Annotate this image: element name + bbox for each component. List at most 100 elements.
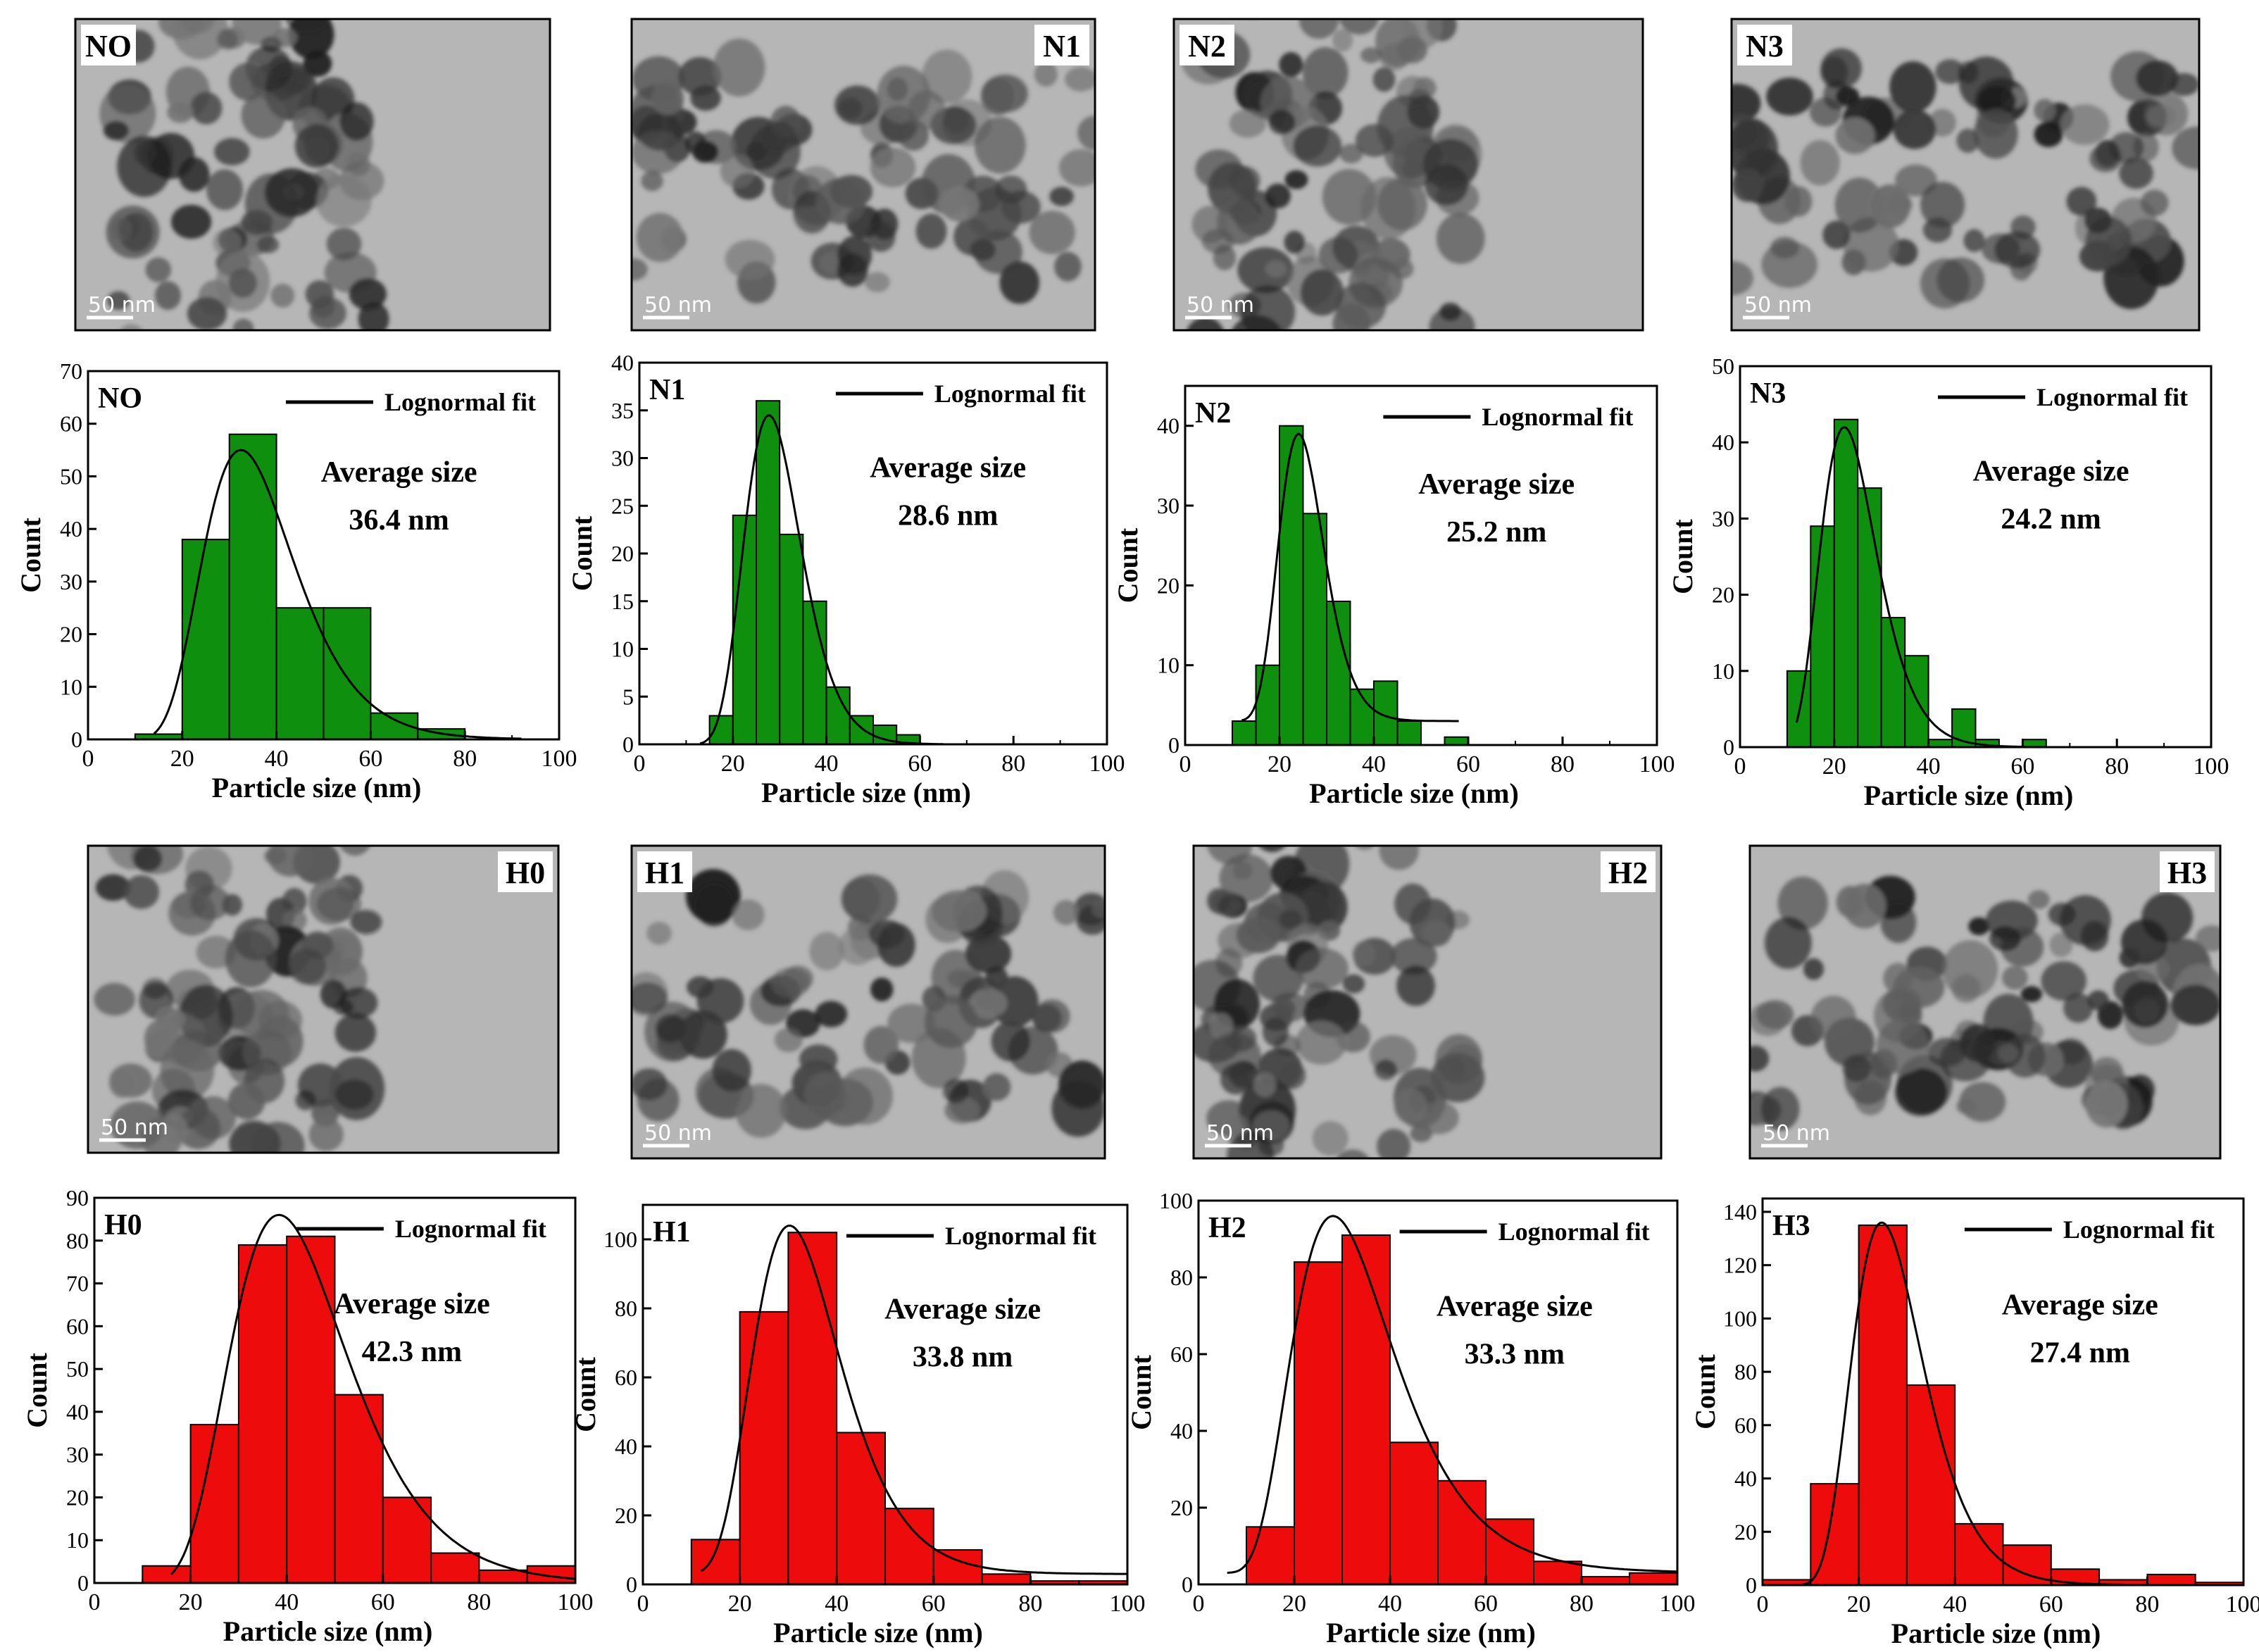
histogram-bar [1533,1560,1582,1586]
tem-image-n1: N1 50 nm [630,18,1096,332]
y-tick-label: 20 [60,622,82,647]
tem-particle [339,846,371,856]
histogram-bar [1581,1576,1630,1586]
histogram-bar [779,533,804,746]
tem-particle [1220,1063,1252,1095]
tem-particle [1869,184,1910,228]
histogram-bar [2146,1573,2196,1586]
tem-particle [123,875,160,909]
tem-particle [2063,993,2094,1023]
tem-particle [1989,926,2021,951]
y-tick-label: 25 [611,493,634,518]
x-tick-label: 100 [1639,751,1675,777]
x-tick-label: 0 [1179,751,1191,777]
y-tick-label: 60 [1734,1413,1757,1438]
x-axis-title: Particle size (nm) [773,1617,983,1648]
tem-particle [655,1014,687,1043]
tem-particle [970,239,996,261]
tem-particle [155,281,181,310]
tem-particle [2002,965,2028,990]
x-tick-label: 60 [2039,1591,2063,1617]
x-tick-label: 60 [1474,1591,1498,1617]
tem-particle [1841,249,1866,275]
tem-particle [713,38,765,97]
tem-particle [1822,220,1851,249]
tem-particle [172,19,228,60]
tem-particle [304,136,330,162]
x-tick-label: 0 [637,1591,649,1617]
panel-title: NO [98,382,142,415]
histogram-bar [1279,425,1304,746]
histogram-bar [1833,418,1859,748]
tem-particle [308,1118,344,1151]
tem-particle [685,131,707,155]
y-tick-label: 35 [611,398,634,423]
tem-label: NO [85,29,132,63]
y-tick-label: 0 [1168,732,1179,758]
y-tick-label: 40 [1712,430,1734,455]
x-tick-label: 40 [825,1591,849,1617]
tem-particle [1318,237,1358,274]
tem-particle [1994,231,2041,268]
tem-particle [1258,846,1286,853]
histogram-bar [1927,739,1953,748]
tem-particle [160,1113,188,1144]
histogram-bar [1294,1261,1343,1585]
tem-particle [229,1122,281,1153]
tem-particle [1275,1060,1306,1090]
tem-particle [1213,244,1237,270]
tem-particle [1820,48,1862,89]
histogram-bar [181,539,230,740]
panel-title: N2 [1195,397,1231,430]
tem-frame [87,844,560,1154]
tem-particle [990,976,1039,1027]
x-tick-label: 20 [1822,753,1846,780]
tem-particle [632,130,684,175]
scale-bar-text: 50 nm [1187,293,1254,318]
lognormal-fit-line [170,1213,576,1580]
y-tick-label: 0 [71,727,82,752]
tem-particle [1252,1110,1290,1141]
tem-particle [1354,846,1375,850]
average-size-label: Average size [321,456,477,489]
tem-particle [994,175,1027,204]
tem-frame [1730,18,2201,332]
y-tick-label: 50 [60,463,82,489]
y-tick-label: 100 [1159,1188,1193,1213]
tem-label: N2 [1188,29,1226,63]
x-tick-label: 100 [2226,1591,2259,1617]
tem-label: H0 [506,856,545,890]
tem-particle [869,920,906,949]
tem-particle [1073,893,1105,926]
tem-particle [1422,921,1451,947]
tem-particle [1410,1125,1432,1142]
tem-particle [1267,815,1298,843]
histogram-bar [756,400,781,745]
tem-particle [1077,115,1095,150]
panel-title: H1 [653,1216,691,1249]
tem-particle [1800,139,1840,186]
histogram-bar [1396,720,1422,746]
tem-particle [2084,207,2112,234]
average-size-label: Average size [870,452,1026,484]
x-axis-title: Particle size (nm) [223,1615,433,1647]
tem-particle [907,90,946,130]
tem-particle [991,1021,1030,1062]
tem-particle [1299,19,1339,39]
y-tick-label: 120 [1723,1253,1757,1278]
histogram-bar [1444,736,1469,746]
tem-particle [288,948,327,984]
tem-particle [2172,126,2199,170]
y-tick-label: 50 [66,1356,89,1382]
tem-particle [241,210,273,235]
tem-particle [289,19,334,59]
tem-image-h1: H1 50 nm [630,844,1106,1160]
tem-particle [732,899,765,930]
tem-particle [1379,846,1419,870]
tem-particle [1803,958,1824,980]
tem-particle [107,291,130,311]
tem-particle [1732,168,1764,202]
tem-label-box [637,851,692,892]
tem-particle [1963,229,1985,252]
tem-particle [774,1027,803,1053]
